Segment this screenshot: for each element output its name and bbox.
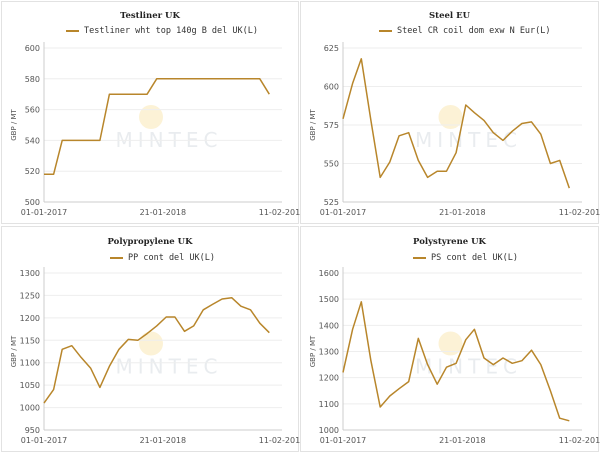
watermark-sun — [139, 105, 163, 129]
watermark: MINTEC — [415, 355, 522, 379]
chart-title: Polystyrene UK — [413, 237, 486, 247]
chart-legend[interactable]: Testliner wht top 140g B del UK(L) — [66, 26, 258, 36]
watermark: MINTEC — [116, 355, 223, 379]
series-line — [44, 78, 270, 176]
legend-swatch — [413, 257, 426, 259]
chart-title: Testliner UK — [120, 11, 180, 21]
series-line — [43, 296, 270, 404]
y-tick-label: 1100 — [20, 359, 40, 368]
y-tick-label: 625 — [324, 44, 339, 53]
x-tick-label: 21-01-2018 — [140, 436, 187, 445]
y-tick-label: 575 — [324, 121, 339, 130]
chart-title: Polypropylene UK — [107, 237, 193, 247]
watermark-sun — [139, 331, 163, 356]
legend-label: PS cont del UK(L) — [431, 253, 518, 263]
x-tick-label: 11-02-2019 — [559, 208, 600, 217]
y-tick-label: 1500 — [319, 295, 339, 304]
y-tick-label: 600 — [25, 44, 40, 53]
y-tick-label: 950 — [25, 426, 40, 435]
x-tick-label: 21-01-2018 — [439, 208, 486, 217]
y-tick-label: 600 — [324, 83, 339, 92]
series-line — [342, 301, 570, 422]
legend-swatch — [66, 30, 79, 32]
y-tick-label: 1300 — [319, 348, 339, 357]
x-tick-label: 21-01-2018 — [439, 436, 486, 445]
chart-panel-steel: Steel EU Steel CR coil dom exw N Eur(L) … — [300, 1, 600, 225]
chart-plot[interactable]: MINTEC 1600 1500 1400 1300 1200 1100 100001-01-… — [301, 227, 600, 453]
watermark: MINTEC — [415, 128, 522, 152]
y-tick-label: 525 — [324, 198, 339, 207]
y-tick-label: 1100 — [319, 400, 339, 409]
y-tick-label: 1600 — [319, 269, 339, 278]
y-tick-label: 540 — [25, 136, 40, 145]
y-tick-label: 1150 — [20, 336, 40, 345]
x-tick-label: 01-01-2017 — [320, 208, 367, 217]
y-tick-label: 1400 — [319, 321, 339, 330]
chart-panel-polystyrene: Polystyrene UK PS cont del UK(L) MINTEC 1… — [300, 226, 600, 453]
x-tick-label: 11-02-2019 — [559, 436, 600, 445]
x-tick-label: 01-01-2017 — [320, 436, 367, 445]
x-tick-label: 11-02-2019 — [259, 436, 306, 445]
series-line — [342, 58, 571, 189]
chart-panel-polypropylene: Polypropylene UK PP cont del UK(L) MINTE… — [1, 226, 305, 453]
y-axis-title: GBP / MT — [309, 335, 317, 367]
y-tick-label: 550 — [324, 160, 339, 169]
y-tick-label: 1250 — [20, 291, 40, 300]
x-tick-label: 21-01-2018 — [140, 208, 187, 217]
legend-label: PP cont del UK(L) — [128, 253, 215, 263]
y-tick-label: 500 — [25, 198, 40, 207]
y-tick-label: 1050 — [20, 381, 40, 390]
y-axis-title: GBP / MT — [10, 108, 18, 140]
chart-panel-testliner: Testliner UK Testliner wht top 140g B de… — [1, 1, 305, 225]
legend-label: Steel CR coil dom exw N Eur(L) — [397, 26, 551, 36]
y-tick-label: 1300 — [20, 269, 40, 278]
chart-legend[interactable]: Steel CR coil dom exw N Eur(L) — [379, 26, 551, 36]
x-tick-label: 01-01-2017 — [21, 208, 68, 217]
legend-swatch — [110, 257, 123, 259]
y-axis-title: GBP / MT — [10, 335, 18, 367]
legend-label: Testliner wht top 140g B del UK(L) — [84, 26, 258, 36]
watermark-sun — [438, 105, 463, 129]
y-tick-label: 1200 — [20, 314, 40, 323]
chart-plot[interactable]: MINTEC 1300 1250 1200 1150 1100 1050 1000 95001-… — [2, 227, 305, 453]
chart-title: Steel EU — [429, 11, 470, 21]
chart-legend[interactable]: PS cont del UK(L) — [413, 253, 518, 263]
y-tick-label: 1000 — [20, 404, 40, 413]
y-tick-label: 520 — [25, 167, 40, 176]
y-tick-label: 1200 — [319, 374, 339, 383]
y-tick-label: 1000 — [319, 426, 339, 435]
legend-swatch — [379, 30, 392, 32]
y-axis-title: GBP / MT — [309, 108, 317, 140]
x-tick-label: 11-02-2019 — [259, 208, 306, 217]
watermark-sun — [438, 331, 463, 356]
y-tick-label: 560 — [25, 106, 40, 115]
chart-legend[interactable]: PP cont del UK(L) — [110, 253, 215, 263]
y-tick-label: 580 — [25, 75, 40, 84]
x-tick-label: 01-01-2017 — [21, 436, 68, 445]
